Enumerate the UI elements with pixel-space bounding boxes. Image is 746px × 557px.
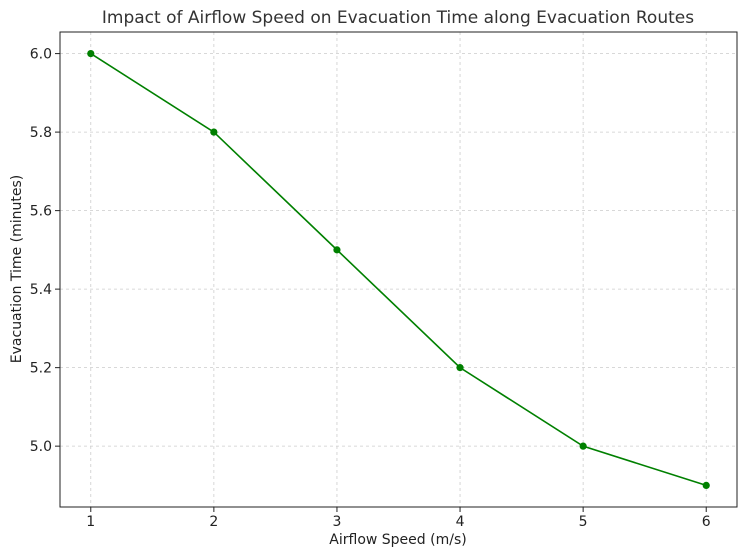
series-layer	[87, 49, 710, 490]
data-point	[333, 246, 341, 254]
y-tick-label: 5.4	[30, 282, 52, 298]
plot-area-frame	[59, 31, 738, 508]
axis-ticks: 1 2 3 4 5 6 5.0 5.2 5.4 5.6 5.8 6.0	[30, 47, 711, 530]
grid-lines	[60, 32, 737, 507]
x-axis-label: Airflow Speed (m/s)	[329, 532, 466, 548]
x-tick-label: 5	[579, 514, 588, 530]
x-tick-label: 4	[456, 514, 465, 530]
data-point	[456, 364, 464, 372]
x-tick-label: 2	[209, 514, 218, 530]
x-tick-label: 3	[332, 514, 341, 530]
data-point	[210, 128, 218, 136]
y-axis-label: Evacuation Time (minutes)	[9, 175, 25, 363]
y-tick-label: 5.8	[30, 125, 52, 141]
x-tick-label: 6	[702, 514, 711, 530]
y-tick-label: 6.0	[30, 47, 52, 63]
x-tick-label: 1	[86, 514, 95, 530]
y-tick-label: 5.2	[30, 361, 52, 377]
chart-title: Impact of Airflow Speed on Evacuation Ti…	[102, 8, 694, 28]
data-point	[87, 49, 95, 58]
y-tick-label: 5.0	[30, 439, 52, 455]
y-tick-label: 5.6	[30, 204, 52, 220]
series-line	[90, 52, 707, 487]
data-point	[702, 481, 710, 490]
data-point	[579, 442, 587, 450]
